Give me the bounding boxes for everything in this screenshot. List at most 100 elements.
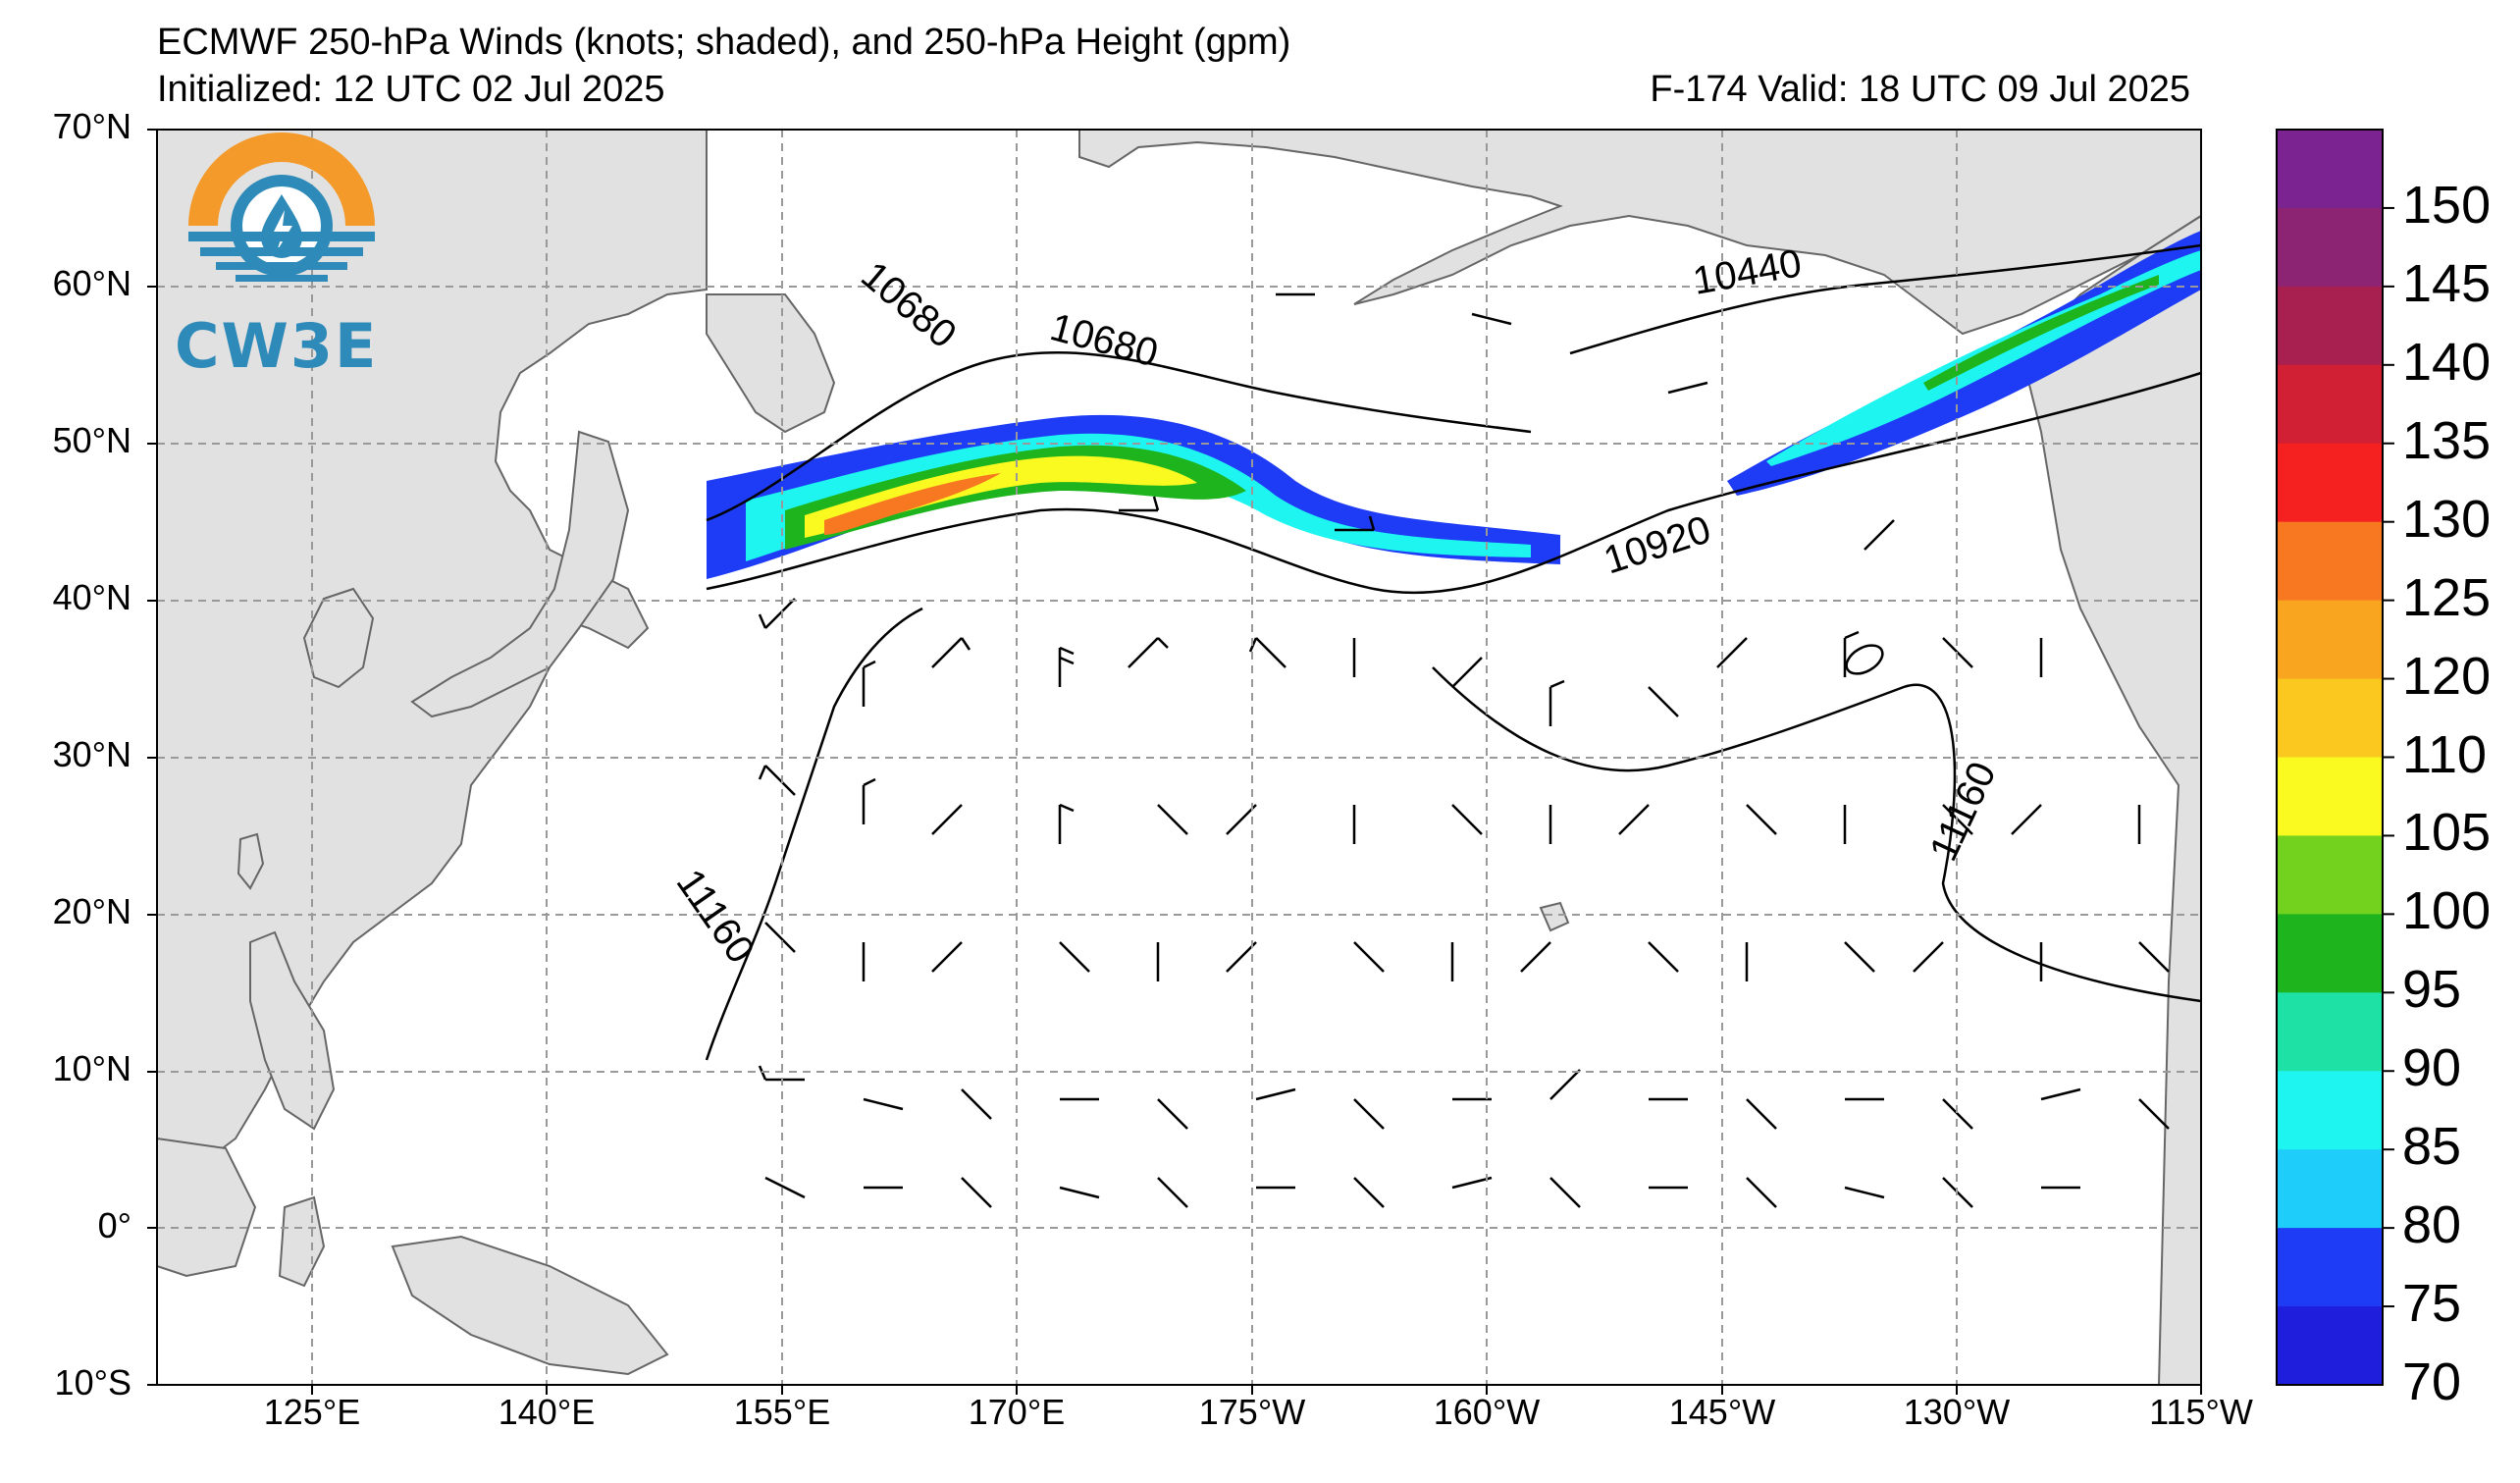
wind-barb: [1157, 804, 1188, 835]
wind-barb: [931, 637, 971, 668]
wind-barb: [1746, 1098, 1777, 1130]
korea-landmass: [302, 587, 375, 689]
contour-10440: [1569, 243, 2202, 355]
wind-barb: [1864, 519, 1895, 551]
wind-barb: [764, 922, 796, 953]
colorbar-segment: [2277, 1306, 2383, 1386]
lon-label-155e: 155°E: [733, 1392, 831, 1432]
wind-barb: [1716, 637, 1748, 668]
wind-barb: [1255, 1087, 1296, 1101]
wind-barb: [1520, 941, 1551, 973]
contour-high-center: [1845, 644, 1884, 675]
colorbar-segment: [2277, 286, 2383, 366]
colorbar-tick-label: 75: [2402, 1274, 2462, 1334]
lat-label-10n: 10°N: [52, 1048, 131, 1088]
wind-barb: [2138, 1098, 2170, 1130]
colorbar-tick-label: 105: [2402, 803, 2492, 863]
wind-barb: [1335, 515, 1376, 532]
wind-barb: [2138, 941, 2170, 973]
wind-barbs: [758, 292, 2170, 1208]
colorbar-tick-label: 150: [2402, 175, 2492, 235]
wind-barb: [1844, 1186, 1885, 1199]
colorbar-segment: [2277, 678, 2383, 758]
wind-barb: [1746, 804, 1777, 835]
colorbar-segment: [2277, 992, 2383, 1072]
wind-barb: [1451, 804, 1483, 835]
wind-barb: [1157, 1177, 1188, 1208]
colorbar-segment: [2277, 757, 2383, 836]
colorbar-tick-label: 85: [2402, 1117, 2462, 1177]
lat-label-0: 0°: [97, 1205, 131, 1245]
wind-barb: [931, 941, 963, 973]
new-guinea-landmass: [391, 1235, 669, 1376]
wind-barb: [1058, 646, 1075, 687]
lat-label-60n: 60°N: [52, 263, 131, 303]
wind-barb: [1549, 1177, 1581, 1208]
colorbar-tick-label: 130: [2402, 489, 2492, 549]
lat-label-30n: 30°N: [52, 734, 131, 774]
wind-barb: [2040, 1087, 2081, 1101]
graticule: [157, 130, 2201, 1385]
valid-time-label: F-174 Valid: 18 UTC 09 Jul 2025: [1650, 69, 2190, 110]
hawaii-island: [1539, 901, 1570, 932]
colorbar-segment: [2277, 130, 2383, 209]
alaska-landmass: [1078, 129, 2202, 336]
chart-title: ECMWF 250-hPa Winds (knots; shaded), and…: [157, 22, 1291, 63]
colorbar-tick-label: 145: [2402, 253, 2492, 313]
wind-barb: [931, 804, 963, 835]
wind-barb: [758, 598, 796, 629]
japan-landmass: [410, 430, 630, 718]
wind-barb: [1913, 941, 1944, 973]
wind-barb: [1942, 1098, 1973, 1130]
lon-label-175w: 175°W: [1198, 1392, 1306, 1432]
lat-label-40n: 40°N: [52, 577, 131, 617]
wind-barb: [1648, 686, 1679, 717]
wind-barb: [1549, 1069, 1581, 1100]
colorbar-segment: [2277, 521, 2383, 602]
wind-barb: [1059, 1186, 1100, 1199]
colorbar-tick-label: 120: [2402, 646, 2492, 706]
wind-barb: [1844, 941, 1875, 973]
wind-barb: [961, 1088, 992, 1120]
contour-11160-east: [1432, 666, 2202, 1003]
wind-barb: [1353, 1177, 1385, 1208]
colorbar-segment: [2277, 364, 2383, 445]
contour-10920: [706, 371, 2202, 595]
wind-barb: [1059, 941, 1090, 973]
lon-label-160w: 160°W: [1433, 1392, 1541, 1432]
colorbar-tick-label: 80: [2402, 1195, 2462, 1255]
wind-barb: [1451, 657, 1483, 688]
colorbar: [2277, 130, 2394, 1386]
lon-label-125e: 125°E: [263, 1392, 361, 1432]
wind-barb: [862, 777, 876, 824]
jet-core-speed-110: [805, 455, 1197, 538]
lon-label-130w: 130°W: [1903, 1392, 2011, 1432]
wind-barb: [1353, 941, 1385, 973]
colorbar-tick-label: 100: [2402, 881, 2492, 941]
colorbar-tick-label: 125: [2402, 567, 2492, 627]
wind-barb: [1667, 381, 1708, 395]
lon-label-170e: 170°E: [968, 1392, 1066, 1432]
taiwan-landmass: [236, 832, 265, 890]
lat-label-70n: 70°N: [52, 106, 131, 146]
lat-label-10s: 10°S: [54, 1362, 131, 1403]
wind-barb: [1746, 1177, 1777, 1208]
colorbar-tick-label: 70: [2402, 1352, 2462, 1411]
wind-barb: [1549, 679, 1565, 726]
wind-barb: [1157, 1098, 1188, 1130]
colorbar-segment: [2277, 1228, 2383, 1307]
lon-label-145w: 145°W: [1668, 1392, 1776, 1432]
wind-barb: [1058, 803, 1075, 844]
colorbar-tick-label: 135: [2402, 410, 2492, 470]
lat-label-50n: 50°N: [52, 420, 131, 460]
colorbar-segment: [2277, 207, 2383, 288]
colorbar-segment: [2277, 600, 2383, 680]
wind-barb: [1843, 630, 1860, 677]
height-contours: [705, 243, 2202, 1061]
wind-barb: [2011, 804, 2042, 835]
colorbar-segment: [2277, 1149, 2383, 1229]
colorbar-segment: [2277, 914, 2383, 993]
wind-barb: [1128, 637, 1169, 668]
wind-barb: [758, 765, 796, 796]
